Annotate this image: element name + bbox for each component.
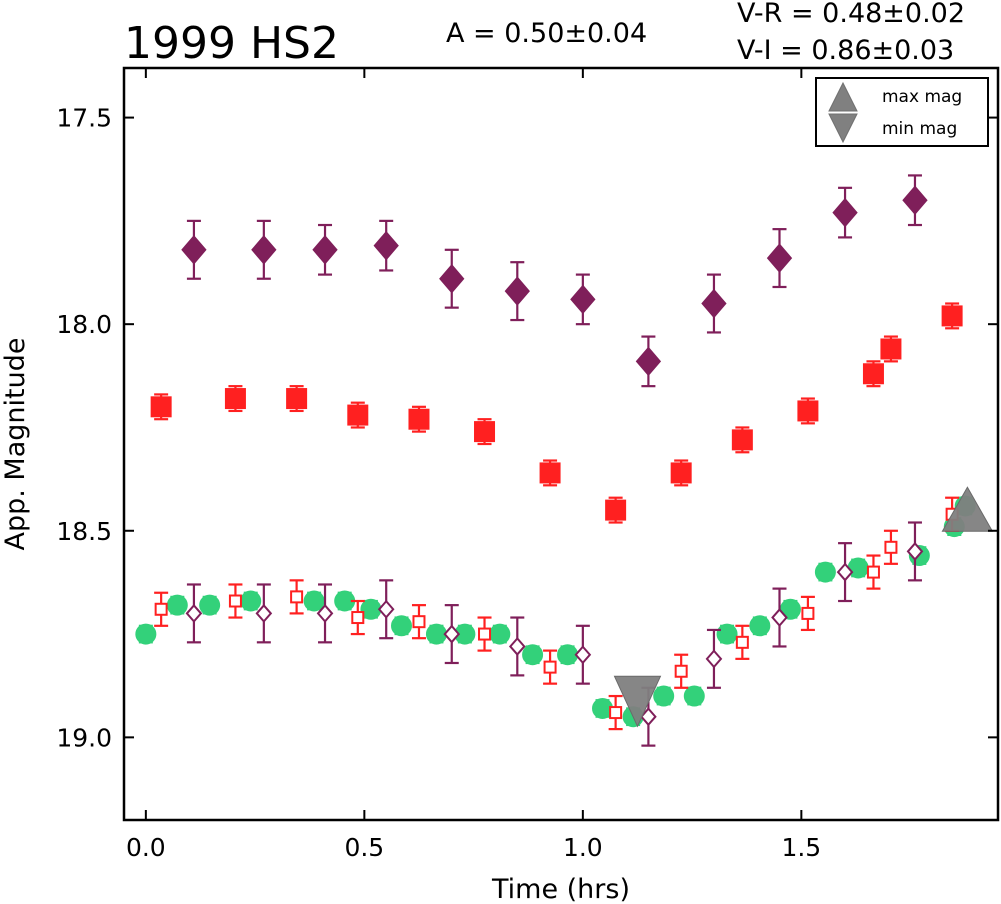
data-point-square (862, 363, 884, 385)
data-point-square-open (290, 590, 304, 604)
data-point-square-open (478, 627, 492, 641)
data-point-diamond (181, 235, 207, 265)
data-point-circle (166, 594, 188, 616)
data-point-square (150, 396, 172, 418)
data-point-square-open (351, 611, 365, 625)
data-point-diamond (635, 346, 662, 377)
data-point-diamond (701, 288, 727, 319)
series-square-filled (150, 302, 963, 524)
data-point-square (941, 305, 963, 327)
data-point-diamond-open (185, 603, 203, 623)
data-point-square-open (609, 706, 623, 720)
data-point-square-open (735, 635, 749, 649)
data-point-circle (240, 590, 262, 612)
x-tick-label: 0.5 (344, 833, 384, 862)
data-point-circle (135, 623, 157, 645)
data-point-square-open (884, 540, 898, 554)
data-point-square-open (801, 606, 815, 620)
data-point-square (539, 462, 561, 484)
data-point-square (224, 388, 246, 410)
chart-title: 1999 HS2 (124, 18, 339, 69)
data-point-square-open (543, 660, 557, 674)
y-tick-label: 17.5 (56, 104, 112, 133)
data-point-diamond (373, 230, 399, 261)
data-points-layer (135, 174, 994, 747)
data-point-diamond (570, 284, 596, 315)
data-point-square (731, 429, 753, 451)
data-point-square (408, 408, 430, 430)
data-point-diamond (251, 235, 277, 265)
y-tick-label: 18.0 (56, 310, 112, 339)
x-tick-label: 1.0 (563, 833, 603, 862)
amplitude-annotation: A = 0.50±0.04 (446, 18, 647, 49)
v-i-annotation: V-I = 0.86±0.03 (737, 35, 954, 66)
data-point-diamond (312, 235, 338, 265)
data-point-square-open (866, 565, 880, 579)
data-point-square-open (228, 594, 242, 608)
data-point-square (670, 462, 692, 484)
data-point-diamond-open (836, 562, 854, 582)
data-point-square (347, 404, 369, 426)
series-triangle-down (613, 675, 662, 728)
x-axis-label: Time (hrs) (491, 874, 630, 904)
series-diamond-filled (181, 174, 928, 388)
y-tick-label: 18.5 (56, 517, 112, 546)
series-triangle-up (941, 486, 994, 532)
data-point-diamond-open (255, 603, 273, 623)
data-point-circle (489, 623, 511, 645)
y-tick-label: 19.0 (56, 723, 112, 752)
data-point-square (286, 388, 308, 410)
data-point-square (880, 338, 902, 360)
data-point-circle (303, 590, 325, 612)
data-point-diamond-open (316, 603, 334, 623)
data-point-square-open (674, 664, 688, 678)
series-diamond-open (185, 521, 924, 747)
series-square-open (154, 496, 960, 731)
data-point-square (797, 400, 819, 422)
data-point-diamond-open (705, 649, 723, 669)
plot-frame (122, 66, 1000, 822)
data-point-circle (814, 561, 836, 583)
axis-ticks: 0.0 0.5 1.0 1.5 17.5 18.0 18.5 19.0 (56, 68, 998, 862)
x-tick-label: 1.5 (781, 833, 821, 862)
v-r-annotation: V-R = 0.48±0.02 (737, 0, 965, 29)
data-point-diamond (832, 197, 858, 228)
max-mag-marker (941, 486, 994, 532)
data-point-diamond (439, 263, 465, 294)
legend-min-mag-label: min mag (882, 119, 957, 139)
legend-max-mag-label: max mag (882, 87, 962, 107)
data-point-circle (749, 615, 771, 637)
data-point-diamond-open (377, 599, 395, 619)
data-point-circle (653, 685, 675, 707)
data-point-square (474, 421, 496, 443)
data-point-square-open (154, 602, 168, 616)
data-point-circle (847, 557, 869, 579)
data-point-circle (199, 594, 221, 616)
data-point-circle (683, 685, 705, 707)
x-tick-label: 0.0 (126, 833, 166, 862)
legend: max mag min mag (815, 77, 989, 147)
data-point-circle (390, 615, 412, 637)
data-point-diamond-open (574, 645, 592, 665)
data-point-circle (716, 623, 738, 645)
data-point-diamond-open (640, 707, 657, 727)
data-point-circle (522, 644, 544, 666)
data-point-square-open (412, 615, 426, 629)
data-point-diamond-open (771, 608, 788, 628)
data-point-diamond (504, 276, 530, 306)
y-axis-label: App. Magnitude (0, 338, 31, 551)
min-mag-marker (613, 675, 662, 728)
legend-min-mag-marker (828, 113, 858, 144)
data-point-diamond-open (443, 624, 461, 644)
legend-max-mag-marker (828, 81, 858, 112)
data-point-square (605, 499, 627, 521)
data-point-diamond (766, 243, 793, 273)
data-point-diamond-open (906, 541, 924, 561)
data-point-diamond (902, 185, 928, 215)
data-point-diamond-open (508, 636, 526, 656)
